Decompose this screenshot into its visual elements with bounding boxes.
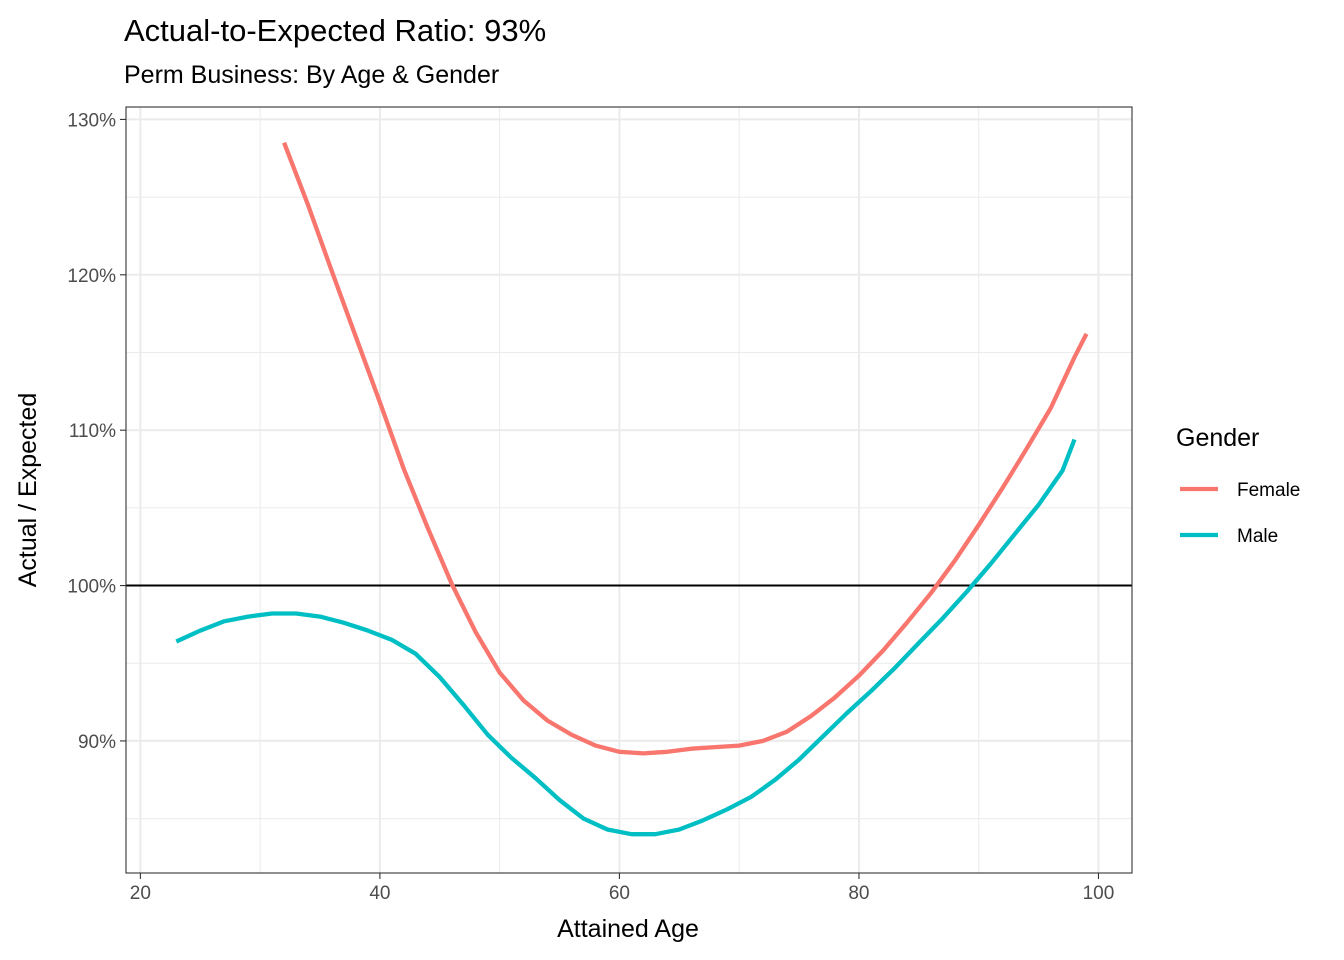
y-tick-label: 110% [69,421,116,442]
y-tick-label: 100% [67,577,116,598]
y-axis-title: Actual / Expected [14,393,42,588]
major-gridlines [126,107,1132,873]
y-axis: 90% 100% 110% 120% 130% [67,110,126,753]
chart-subtitle: Perm Business: By Age & Gender [124,61,499,89]
x-tick-label: 40 [369,883,390,904]
plot-panel-border [125,106,1133,874]
series-line-male [175,438,1077,837]
x-tick-label: 20 [130,883,151,904]
legend-label-female: Female [1237,480,1300,501]
series-lines [175,141,1089,837]
x-tick-label: 80 [848,883,869,904]
y-tick-label: 120% [67,266,116,287]
y-tick-label: 130% [67,110,116,131]
x-axis-title: Attained Age [557,915,699,943]
x-tick-label: 60 [609,883,630,904]
x-tick-label: 100 [1083,883,1115,904]
legend-title: Gender [1176,424,1259,452]
x-axis: 20 40 60 80 100 [130,873,1115,904]
legend: Gender Female Male [1176,424,1300,547]
series-line-female [282,141,1089,756]
chart-title: Actual-to-Expected Ratio: 93% [124,13,546,48]
minor-gridlines [126,107,1132,873]
legend-label-male: Male [1237,526,1278,547]
y-tick-label: 90% [78,732,116,753]
